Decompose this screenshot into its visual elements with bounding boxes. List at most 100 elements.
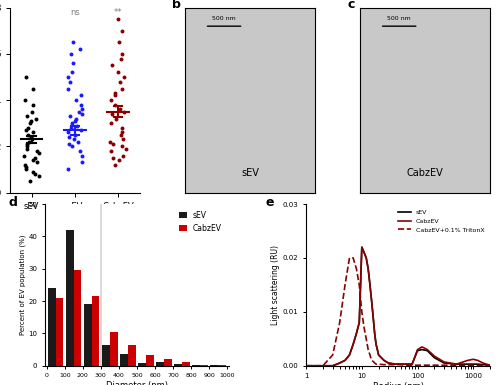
CabzEV+0.1% TritonX (363, 336, 369, 341)
sEV (356, 320, 362, 325)
CabzEV+0.1% TritonX (480, 363, 486, 368)
Point (111, 92, 119, 99)
CabzEV (361, 250, 367, 255)
Point (115, 157, 123, 163)
Point (122, 146, 130, 152)
CabzEV+0.1% TritonX (368, 358, 374, 363)
Point (64, 166, 72, 172)
Bar (48, 288, 56, 366)
sEV (372, 331, 378, 336)
Point (119, 136, 127, 142)
CabzEV (350, 342, 356, 346)
Bar (120, 355, 128, 366)
CabzEV+0.1% TritonX (342, 283, 348, 287)
CabzEV (402, 362, 408, 367)
CabzEV+0.1% TritonX (367, 353, 373, 357)
Point (118, 51, 126, 57)
Point (34, 173, 42, 179)
Point (29, 157, 37, 163)
Point (76, 148, 84, 154)
sEV (354, 331, 360, 336)
sEV (487, 363, 493, 368)
Text: 500 nm: 500 nm (212, 16, 236, 21)
Text: d: d (8, 196, 17, 209)
CabzEV+0.1% TritonX (454, 363, 460, 368)
CabzEV (480, 361, 486, 365)
sEV (414, 348, 420, 353)
Point (68, 39, 76, 45)
CabzEV (398, 362, 404, 367)
Point (23, 146, 31, 152)
sEV (320, 363, 326, 368)
sEV (441, 361, 447, 365)
Point (64, 74, 72, 80)
Point (78, 152, 86, 159)
sEV (398, 362, 404, 367)
CabzEV (303, 363, 309, 368)
CabzEV (487, 363, 493, 368)
Bar (192, 365, 200, 366)
CabzEV (342, 358, 348, 363)
Point (114, 69, 122, 75)
Point (120, 74, 128, 80)
Bar (128, 345, 136, 366)
CabzEV+0.1% TritonX (432, 363, 438, 368)
Point (108, 155, 116, 161)
CabzEV+0.1% TritonX (350, 256, 356, 260)
Point (31, 155, 39, 161)
Bar (200, 365, 207, 366)
CabzEV (368, 299, 374, 303)
Point (66, 113, 74, 119)
Point (22, 143, 30, 149)
Bar (164, 359, 172, 366)
Text: c: c (348, 0, 354, 12)
Bar (84, 304, 91, 366)
Point (22, 141, 30, 147)
X-axis label: Radius (nm): Radius (nm) (372, 382, 424, 385)
Point (71, 118, 79, 124)
Point (71, 132, 79, 138)
Bar (138, 363, 145, 366)
sEV (424, 348, 430, 353)
CabzEV (432, 354, 438, 358)
CabzEV (409, 362, 415, 367)
Point (22, 164, 30, 170)
CabzEV+0.1% TritonX (370, 359, 376, 364)
CabzEV+0.1% TritonX (356, 283, 362, 287)
Point (26, 120, 34, 126)
Point (65, 134, 73, 140)
CabzEV+0.1% TritonX (474, 363, 480, 368)
Point (64, 141, 72, 147)
Bar (66, 230, 74, 366)
CabzEV (320, 363, 326, 368)
Y-axis label: Percent of EV population (%): Percent of EV population (%) (19, 234, 26, 335)
Point (24, 139, 32, 145)
sEV (368, 299, 374, 303)
Line: sEV: sEV (306, 247, 490, 366)
Point (75, 109, 83, 115)
CabzEV (474, 358, 480, 363)
sEV (374, 347, 380, 352)
Point (27, 118, 35, 124)
CabzEV (470, 357, 476, 362)
Point (20, 97, 28, 103)
Point (22, 166, 30, 172)
Bar (92, 296, 100, 366)
Point (26, 178, 34, 184)
Bar (156, 362, 164, 366)
sEV (361, 250, 367, 255)
Point (108, 97, 116, 103)
CabzEV+0.1% TritonX (392, 362, 398, 367)
CabzEV (454, 362, 460, 367)
sEV (402, 362, 408, 367)
Point (68, 143, 76, 149)
sEV (376, 353, 382, 357)
CabzEV+0.1% TritonX (372, 361, 378, 365)
CabzEV+0.1% TritonX (359, 310, 365, 314)
Point (72, 97, 80, 103)
CabzEV (414, 347, 420, 352)
Point (118, 85, 126, 92)
Point (77, 102, 85, 108)
Text: b: b (172, 0, 181, 12)
Bar (174, 364, 182, 366)
